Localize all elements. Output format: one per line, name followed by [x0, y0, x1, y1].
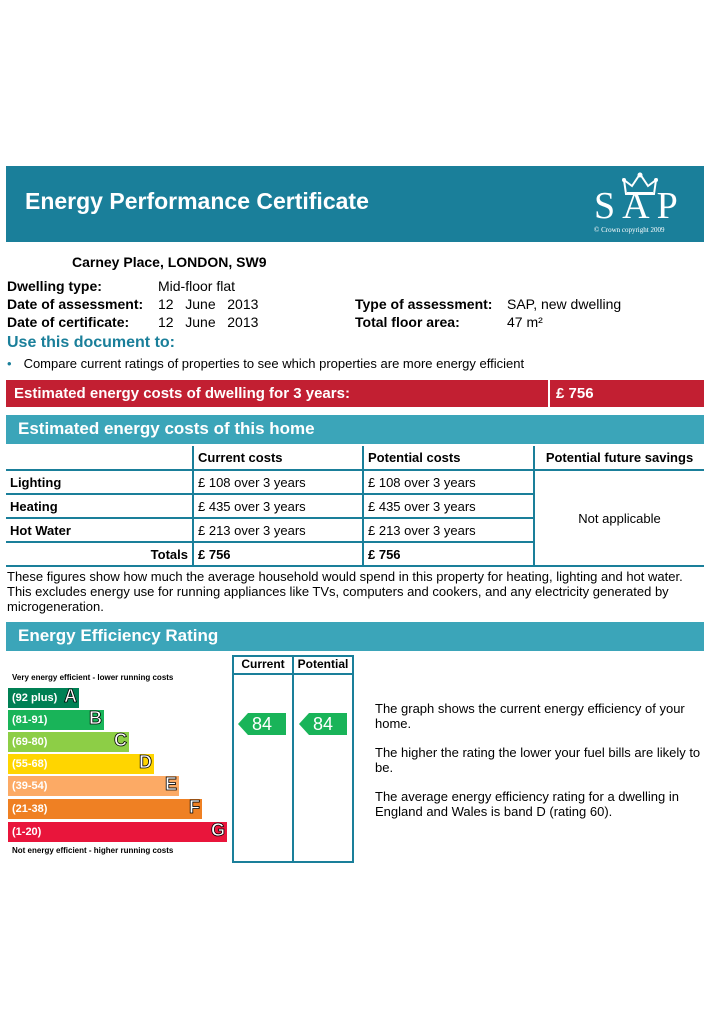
- certificate-header: Energy Performance Certificate SAP © Cro…: [6, 166, 704, 242]
- certificate-date-label: Date of certificate:: [7, 314, 130, 330]
- heating-current: £ 435 over 3 years: [192, 493, 364, 519]
- floor-area-value: 47 m²: [507, 314, 543, 330]
- top-efficiency-label: Very energy efficient - lower running co…: [12, 673, 174, 682]
- band-g-letter: G: [210, 820, 226, 841]
- rating-note-3: The average energy efficiency rating for…: [375, 789, 679, 819]
- estimated-3yr-cost-label: Estimated energy costs of dwelling for 3…: [6, 380, 548, 407]
- assessment-date-value: 12 June 2013: [158, 296, 259, 312]
- band-c-range: (69-80): [12, 736, 48, 748]
- row-label-hot-water: Hot Water: [6, 517, 194, 543]
- band-a: (92 plus) A: [8, 686, 79, 708]
- band-g: (1-20) G: [8, 820, 227, 842]
- crown-copyright: © Crown copyright 2009: [594, 226, 665, 234]
- totals-current: £ 756: [192, 541, 364, 567]
- bottom-efficiency-label: Not energy efficient - higher running co…: [12, 846, 174, 855]
- energy-rating-heading: Energy Efficiency Rating: [6, 622, 704, 651]
- lighting-current: £ 108 over 3 years: [192, 469, 364, 495]
- band-e-range: (39-54): [12, 780, 48, 792]
- table-row: Heating £ 435 over 3 years £ 435 over 3 …: [6, 493, 704, 519]
- totals-label: Totals: [6, 541, 194, 567]
- current-rating-arrow: 84: [238, 713, 286, 735]
- sap-logo-text: SAP: [594, 185, 685, 227]
- band-a-letter: A: [64, 686, 78, 707]
- row-label-lighting: Lighting: [6, 469, 194, 495]
- property-address: Carney Place, LONDON, SW9: [72, 254, 267, 270]
- band-d-letter: D: [139, 752, 153, 773]
- sap-logo: SAP © Crown copyright 2009: [590, 170, 690, 238]
- use-document-bullet: • Compare current ratings of properties t…: [7, 356, 524, 371]
- row-label-heating: Heating: [6, 493, 194, 519]
- use-document-heading: Use this document to:: [7, 334, 176, 351]
- band-f: (21-38) F: [8, 797, 202, 819]
- savings-cell: Not applicable: [533, 469, 704, 567]
- assessment-type-value: SAP, new dwelling: [507, 296, 622, 312]
- lighting-potential: £ 108 over 3 years: [362, 469, 535, 495]
- band-g-range: (1-20): [12, 826, 42, 838]
- band-e-letter: E: [164, 774, 178, 795]
- rating-note-1: The graph shows the current energy effic…: [375, 701, 685, 731]
- hot-water-potential: £ 213 over 3 years: [362, 517, 535, 543]
- potential-rating-value: 84: [313, 714, 334, 734]
- totals-row: Totals £ 756 £ 756: [6, 541, 704, 567]
- home-costs-table: Current costs Potential costs Potential …: [6, 446, 704, 567]
- certificate-title: Energy Performance Certificate: [25, 188, 369, 214]
- figures-note: These figures show how much the average …: [7, 569, 683, 614]
- table-header-potential: Potential costs: [362, 446, 535, 471]
- band-c-letter: C: [114, 730, 128, 751]
- potential-rating-arrow: 84: [299, 713, 347, 735]
- table-row: Lighting £ 108 over 3 years £ 108 over 3…: [6, 469, 704, 567]
- potential-rating-arrow-shape: [299, 713, 347, 735]
- crown-icon: [622, 172, 658, 195]
- heating-potential: £ 435 over 3 years: [362, 493, 535, 519]
- band-d-range: (55-68): [12, 758, 48, 770]
- rating-note-2: The higher the rating the lower your fue…: [375, 745, 701, 775]
- table-header-current: Current costs: [192, 446, 364, 471]
- estimated-3yr-cost-bar: Estimated energy costs of dwelling for 3…: [6, 380, 704, 407]
- band-e: (39-54) E: [8, 774, 179, 796]
- table-header-blank: [6, 446, 194, 471]
- assessment-type-label: Type of assessment:: [355, 296, 493, 312]
- energy-rating-chart: Very energy efficient - lower running co…: [6, 655, 356, 863]
- floor-area-label: Total floor area:: [355, 314, 460, 330]
- current-rating-value: 84: [252, 714, 273, 734]
- band-f-range: (21-38): [12, 803, 48, 815]
- dwelling-type-label: Dwelling type:: [7, 278, 102, 294]
- assessment-date-label: Date of assessment:: [7, 296, 144, 312]
- column-header-divider: [232, 655, 354, 675]
- band-c: (69-80) C: [8, 730, 129, 752]
- bullet-icon: •: [7, 356, 12, 371]
- table-header-row: Current costs Potential costs Potential …: [6, 446, 704, 471]
- current-rating-arrow-shape: [238, 713, 286, 735]
- estimated-3yr-cost-value: £ 756: [550, 380, 704, 407]
- totals-potential: £ 756: [362, 541, 535, 567]
- band-b-letter: B: [89, 708, 103, 729]
- table-row: Hot Water £ 213 over 3 years £ 213 over …: [6, 517, 704, 543]
- use-document-bullet-text: Compare current ratings of properties to…: [23, 356, 525, 371]
- potential-column: [292, 655, 354, 863]
- dwelling-type-value: Mid-floor flat: [158, 278, 236, 294]
- band-b-range: (81-91): [12, 714, 48, 726]
- band-b: (81-91) B: [8, 708, 104, 730]
- potential-column-heading: Potential: [297, 657, 349, 671]
- table-header-savings: Potential future savings: [533, 446, 704, 471]
- home-costs-heading: Estimated energy costs of this home: [6, 415, 704, 444]
- band-d: (55-68) D: [8, 752, 154, 774]
- current-column: [232, 655, 294, 863]
- hot-water-current: £ 213 over 3 years: [192, 517, 364, 543]
- band-a-range: (92 plus): [12, 692, 58, 704]
- certificate-date-value: 12 June 2013: [158, 314, 259, 330]
- band-f-letter: F: [189, 797, 201, 818]
- current-column-heading: Current: [241, 657, 285, 671]
